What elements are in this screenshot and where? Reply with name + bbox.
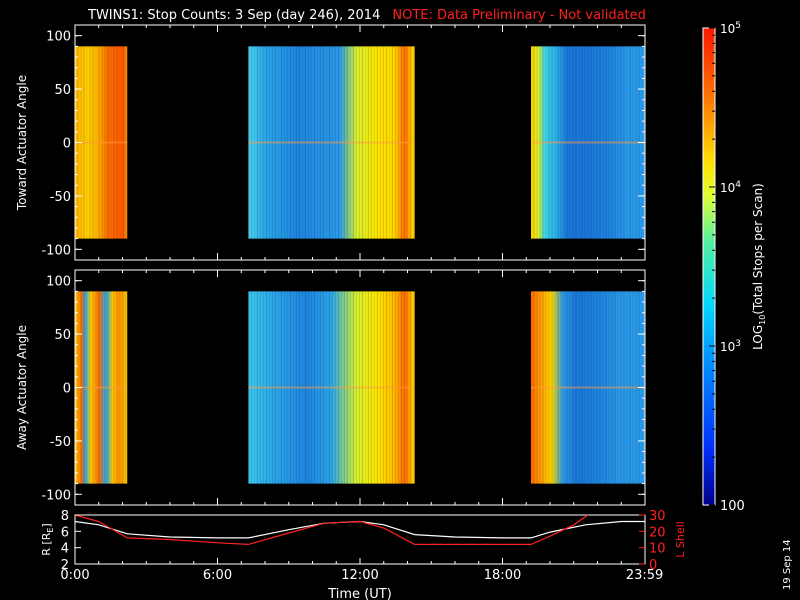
colorbar-tick-label: 100 xyxy=(720,499,745,514)
orbit-xtick-label: 18:00 xyxy=(484,568,521,583)
l-shell-line xyxy=(74,514,589,546)
colorbar-tick-label: 105 xyxy=(720,21,741,36)
toward-ytick-label: 0 xyxy=(63,137,71,152)
toward-ytick-label: -100 xyxy=(41,243,71,258)
orbit-ytick-right-label: 0 xyxy=(649,558,657,573)
l-shell-axis-label: L Shell xyxy=(674,521,687,557)
toward-ytick-label: 100 xyxy=(46,30,71,45)
orbit-ytick-right-label: 20 xyxy=(649,525,666,540)
orbit-ytick-right-label: 30 xyxy=(649,509,666,524)
toward-ylabel: Toward Actuator Angle xyxy=(15,75,29,211)
orbit-ytick-left-label: 8 xyxy=(61,509,69,524)
orbit-ytick-left-label: 2 xyxy=(61,558,69,573)
r-axis-label: R [RE] xyxy=(40,523,55,555)
away-ytick-label: -100 xyxy=(41,488,71,503)
away-ytick-label: 0 xyxy=(63,382,71,397)
away-ytick-label: 100 xyxy=(46,275,71,290)
toward-ytick-label: 50 xyxy=(54,83,71,98)
away-ytick-label: 50 xyxy=(54,328,71,343)
away-ylabel: Away Actuator Angle xyxy=(15,325,29,450)
orbit-ytick-right-label: 10 xyxy=(649,542,666,557)
colorbar-tick-label: 103 xyxy=(720,339,741,354)
orbit-xtick-label: 12:00 xyxy=(341,568,378,583)
orbit-ytick-left-label: 6 xyxy=(61,525,69,540)
colorbar-tick-label: 104 xyxy=(720,180,741,195)
orbit-xtick-label: 23:59 xyxy=(626,568,663,583)
time-axis-label: Time (UT) xyxy=(327,587,392,600)
r-distance-line xyxy=(74,520,645,539)
heatmap-layer xyxy=(74,25,645,505)
colorbar-label: LOG10(Total Stops per Scan) xyxy=(751,183,767,350)
away-ytick-label: -50 xyxy=(50,435,71,450)
figure-title: TWINS1: Stop Counts: 3 Sep (day 246), 20… xyxy=(88,8,646,23)
orbit-xtick-label: 6:00 xyxy=(203,568,232,583)
generation-date-stamp: 19 Sep 14 xyxy=(782,539,793,590)
orbit-ytick-left-label: 4 xyxy=(61,542,69,557)
title-text: TWINS1: Stop Counts: 3 Sep (day 246), 20… xyxy=(88,8,381,23)
preliminary-note: NOTE: Data Preliminary - Not validated xyxy=(392,8,646,23)
toward-ytick-label: -50 xyxy=(50,190,71,205)
orbit-xtick-label: 0:00 xyxy=(60,568,89,583)
colorbar-gradient xyxy=(702,27,716,506)
